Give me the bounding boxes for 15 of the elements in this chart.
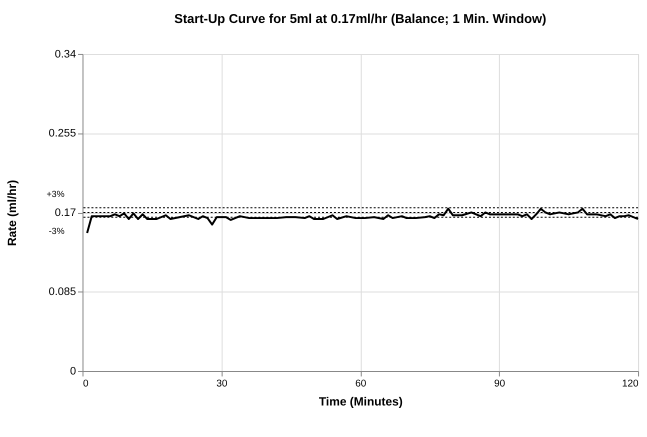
x-axis-title: Time (Minutes): [318, 394, 403, 408]
x-tick-label: 90: [494, 378, 506, 390]
chart-title: Start-Up Curve for 5ml at 0.17ml/hr (Balance; 1 Min. Window): [174, 11, 546, 26]
text: -3%: [48, 226, 65, 236]
x-tick-label: 0: [82, 378, 89, 390]
text: +3%: [46, 188, 65, 199]
y-tick-label: 0.34: [54, 48, 76, 60]
y-tick-label: 0.255: [48, 128, 76, 140]
y-tick-label: 0: [70, 365, 76, 378]
y-tick-label: 0.17: [54, 206, 76, 219]
x-tick-label: 120: [622, 378, 640, 390]
x-tick-label: 60: [355, 378, 367, 390]
x-tick-label: 30: [216, 378, 228, 390]
y-tick-label: 0.085: [48, 286, 76, 298]
y-axis-title: Rate (ml/hr): [4, 180, 19, 246]
